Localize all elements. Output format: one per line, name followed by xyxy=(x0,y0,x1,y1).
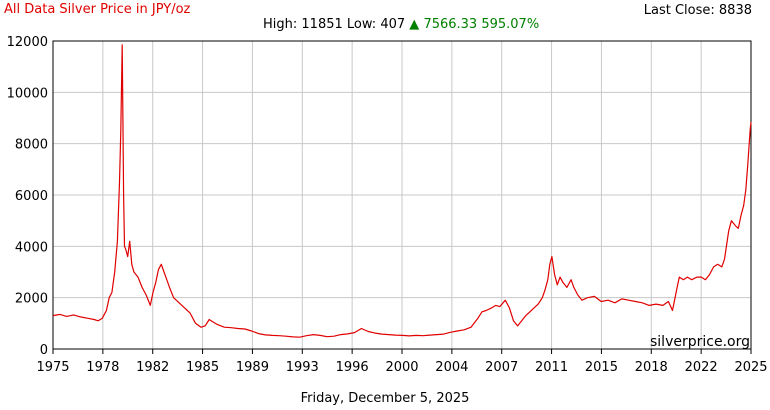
x-tick-label: 1975 xyxy=(36,360,69,375)
x-tick-label: 2007 xyxy=(485,360,518,375)
y-tick-label: 12000 xyxy=(7,35,48,50)
up-arrow-icon: ▲ xyxy=(409,17,420,32)
low-label: Low: xyxy=(346,17,377,32)
date-label: Friday, December 5, 2025 xyxy=(300,391,470,406)
y-tick-label: 2000 xyxy=(15,292,48,307)
x-tick-label: 1993 xyxy=(286,360,319,375)
x-tick-label: 1985 xyxy=(186,360,219,375)
chart-title: All Data Silver Price in JPY/oz xyxy=(4,2,191,17)
y-tick-label: 8000 xyxy=(15,138,48,153)
x-tick-label: 1978 xyxy=(86,360,119,375)
axis-ticks: 0 2000 4000 6000 8000 10000 12000 1975 1978 1982 1… xyxy=(7,35,768,375)
x-tick-label: 1989 xyxy=(236,360,269,375)
x-tick-label: 2022 xyxy=(685,360,718,375)
x-tick-label: 2018 xyxy=(635,360,668,375)
price-series-line xyxy=(52,44,752,338)
x-tick-label: 2015 xyxy=(585,360,618,375)
y-tick-label: 0 xyxy=(40,343,48,358)
x-tick-label: 2011 xyxy=(535,360,568,375)
high-label: High: xyxy=(263,17,298,32)
x-tick-label: 1996 xyxy=(336,360,369,375)
y-tick-label: 10000 xyxy=(7,86,48,101)
x-tick-label: 2025 xyxy=(734,360,767,375)
x-tick-label: 2000 xyxy=(385,360,418,375)
price-stats: High: 11851 Low: 407 ▲ 7566.33 595.07% xyxy=(263,17,539,32)
low-value: 407 xyxy=(380,17,406,32)
last-close-readout: Last Close: 8838 xyxy=(644,3,752,18)
high-value: 11851 xyxy=(301,17,343,32)
change-percent: 595.07% xyxy=(481,17,540,32)
y-tick-label: 4000 xyxy=(15,240,48,255)
site-watermark: silverprice.org xyxy=(650,334,750,350)
y-tick-label: 6000 xyxy=(15,189,48,204)
x-tick-label: 2004 xyxy=(435,360,468,375)
grid-lines xyxy=(53,41,751,349)
last-close-label: Last Close: xyxy=(643,3,715,18)
x-tick-label: 1982 xyxy=(136,360,169,375)
change-absolute: 7566.33 xyxy=(423,17,478,32)
last-close-value: 8838 xyxy=(718,3,752,18)
